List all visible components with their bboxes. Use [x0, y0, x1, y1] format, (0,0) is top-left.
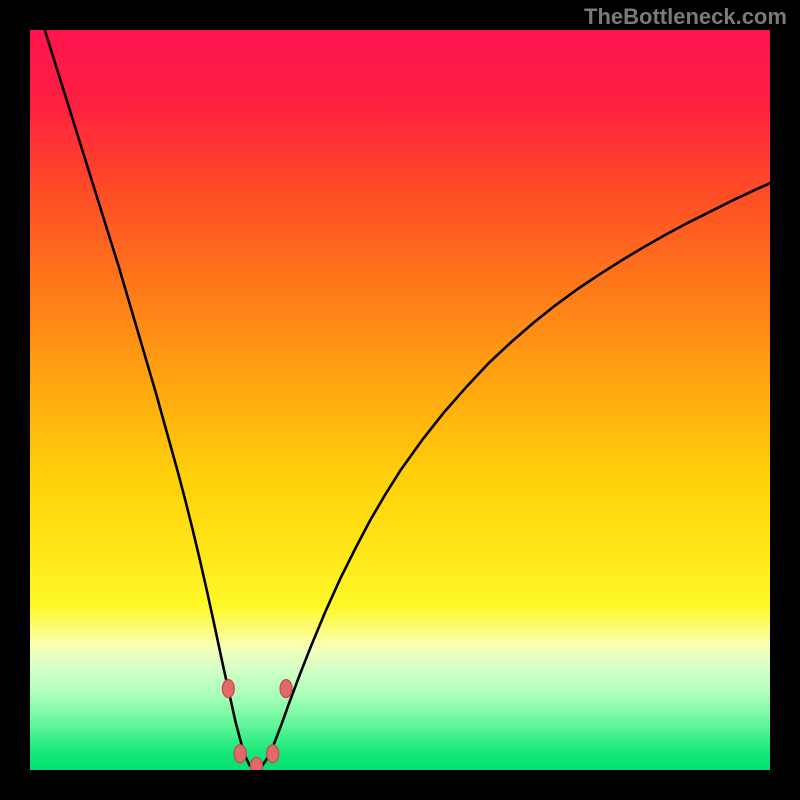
data-dot	[267, 745, 279, 763]
watermark-text: TheBottleneck.com	[584, 4, 787, 30]
data-dot	[234, 745, 246, 763]
data-dot	[222, 680, 234, 698]
data-dot	[250, 757, 262, 770]
data-dot	[280, 680, 292, 698]
plot-area	[30, 30, 770, 770]
gradient-background	[30, 30, 770, 770]
plot-svg	[30, 30, 770, 770]
